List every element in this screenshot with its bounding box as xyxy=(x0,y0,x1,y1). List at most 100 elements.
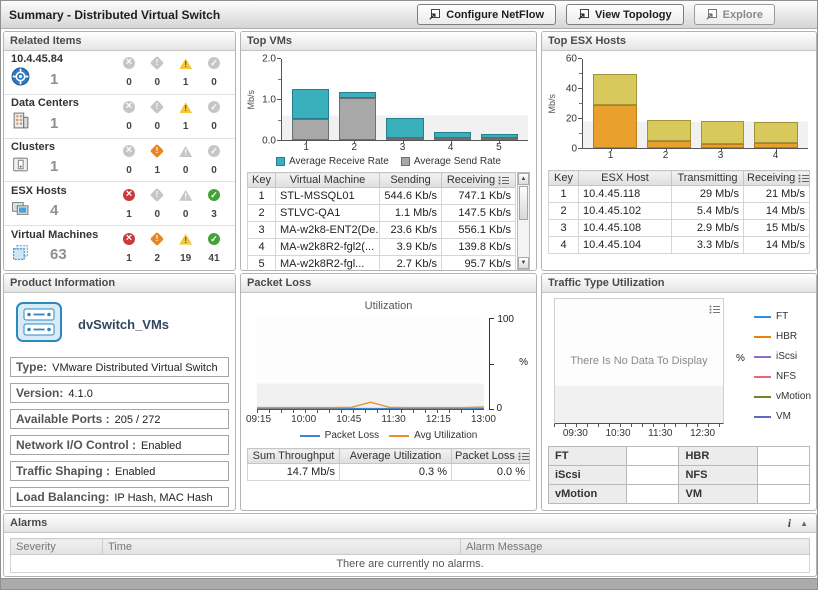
x-tick-label: 2 xyxy=(330,140,378,153)
traffic-type-label: vMotion xyxy=(547,484,628,504)
traffic-type-grid: FT HBR iScsi NFS vMotion VM xyxy=(547,446,811,504)
panel-title: Top ESX Hosts xyxy=(548,35,627,47)
column-header[interactable]: Key xyxy=(247,172,276,188)
status-critical[interactable]: 2 xyxy=(145,231,169,264)
table-row[interactable]: 5 MA-w2k8R2-fgl... 2.7 Kb/s 95.7 Kb/s xyxy=(247,255,516,270)
info-icon[interactable]: i xyxy=(787,515,792,530)
bar-1[interactable] xyxy=(593,59,637,148)
bar-2[interactable] xyxy=(339,59,377,140)
table-row[interactable]: 1 STL-MSSQL01 544.6 Kb/s 747.1 Kb/s xyxy=(247,187,516,205)
legend-item: HBR xyxy=(754,331,811,342)
status-critical[interactable]: 0 xyxy=(145,187,169,220)
related-item-label: Data Centers xyxy=(11,97,79,110)
bar-4[interactable] xyxy=(754,59,798,148)
x-tick-label: 4 xyxy=(748,148,803,161)
bar-segment xyxy=(754,122,798,144)
column-header[interactable]: Virtual Machine xyxy=(275,172,380,188)
status-warning[interactable]: 19 xyxy=(174,232,198,264)
table-row[interactable]: 4 MA-w2k8R2-fgl2(... 3.9 Kb/s 139.8 Kb/s xyxy=(247,238,516,256)
status-normal[interactable]: 0 xyxy=(202,100,226,132)
product-information-panel: Product Information dvSwitch_VMs Type: V… xyxy=(3,273,236,511)
y-axis-label: Mb/s xyxy=(547,94,557,114)
bar-5[interactable] xyxy=(480,59,519,140)
status-critical[interactable]: 0 xyxy=(145,56,169,88)
column-header[interactable]: Severity xyxy=(10,538,103,555)
status-fatal[interactable]: 0 xyxy=(117,56,141,88)
y-tick-label: 40 xyxy=(565,83,577,95)
status-fatal[interactable]: 0 xyxy=(117,144,141,176)
bar-2[interactable] xyxy=(646,59,691,148)
status-normal[interactable]: 0 xyxy=(202,56,226,88)
customizer-icon[interactable] xyxy=(798,174,809,183)
bar-3[interactable] xyxy=(700,59,745,148)
configure-netflow-button[interactable]: Configure NetFlow xyxy=(417,4,557,25)
status-normal[interactable]: 0 xyxy=(202,144,226,176)
legend-item: vMotion xyxy=(754,391,811,402)
table-row[interactable]: 4 10.4.45.104 3.3 Mb/s 14 Mb/s xyxy=(548,236,810,254)
related-item-row[interactable]: Clusters 1 0 1 0 0 xyxy=(4,139,235,183)
customizer-icon[interactable] xyxy=(498,176,510,185)
status-critical[interactable]: 1 xyxy=(145,143,169,176)
column-header[interactable]: Time xyxy=(102,538,461,555)
plot-area xyxy=(257,318,484,410)
column-header[interactable]: Alarm Message xyxy=(460,538,810,555)
status-warning[interactable]: 1 xyxy=(174,100,198,132)
column-header[interactable]: Sum Throughput xyxy=(247,448,340,464)
related-item-row[interactable]: Virtual Machines 63 1 2 19 41 xyxy=(4,226,235,269)
traffic-type-label: NFS xyxy=(678,465,758,485)
bar-segment xyxy=(480,138,519,140)
explore-button[interactable]: Explore xyxy=(693,4,775,25)
table-row[interactable]: 3 10.4.45.108 2.9 Mb/s 15 Mb/s xyxy=(548,219,810,237)
column-header[interactable]: Packet Loss xyxy=(451,448,530,464)
bar-4[interactable] xyxy=(433,59,471,140)
traffic-shaping-field: Traffic Shaping : Enabled xyxy=(10,461,229,481)
alarms-table: Severity Time Alarm Message There are cu… xyxy=(10,538,810,573)
status-count: 3 xyxy=(211,208,217,220)
x-tick-label: 13:00 xyxy=(470,414,496,425)
scroll-down-button[interactable]: ▼ xyxy=(518,257,529,269)
bar-1[interactable] xyxy=(292,59,330,140)
status-critical[interactable]: 0 xyxy=(145,100,169,132)
column-header[interactable]: Transmitting xyxy=(671,170,744,186)
customizer-icon[interactable] xyxy=(518,452,530,461)
status-fatal[interactable]: 0 xyxy=(117,100,141,132)
scrollbar-thumb[interactable] xyxy=(519,186,528,220)
status-warning[interactable]: 1 xyxy=(174,56,198,88)
collapse-icon[interactable]: ▲ xyxy=(800,518,808,528)
related-item-row[interactable]: Data Centers 1 0 0 1 0 xyxy=(4,95,235,139)
status-warning[interactable]: 0 xyxy=(174,188,198,220)
alarms-header-row: Severity Time Alarm Message xyxy=(10,538,810,555)
status-normal[interactable]: 3 xyxy=(202,188,226,220)
column-header[interactable]: Average Utilization xyxy=(339,448,452,464)
view-topology-button[interactable]: View Topology xyxy=(566,4,684,25)
traffic-type-value xyxy=(756,484,811,504)
bar-3[interactable] xyxy=(386,59,424,140)
bar-segment xyxy=(480,134,519,138)
column-header[interactable]: Sending xyxy=(379,172,442,188)
status-count: 1 xyxy=(126,252,132,264)
related-item-count: 4 xyxy=(50,202,59,220)
table-row[interactable]: 1 10.4.45.118 29 Mb/s 21 Mb/s xyxy=(548,185,810,203)
customizer-icon[interactable] xyxy=(709,301,721,319)
column-header[interactable]: ESX Host xyxy=(578,170,672,186)
panel-title: Product Information xyxy=(10,277,116,289)
x-tick-label: 1 xyxy=(282,140,330,153)
table-row[interactable]: 14.7 Mb/s 0.3 % 0.0 % xyxy=(247,463,530,481)
status-warning[interactable]: 0 xyxy=(174,144,198,176)
column-header[interactable]: Receiving xyxy=(441,172,516,188)
status-fatal[interactable]: 1 xyxy=(117,232,141,264)
table-row[interactable]: 3 MA-w2k8-ENT2(De... 23.6 Kb/s 556.1 Kb/s xyxy=(247,221,516,239)
column-header[interactable]: Key xyxy=(548,170,579,186)
related-item-label: Virtual Machines xyxy=(11,228,99,241)
table-row[interactable]: 2 STLVC-QA1 1.1 Mb/s 147.5 Kb/s xyxy=(247,204,516,222)
column-header[interactable]: Receiving xyxy=(743,170,810,186)
table-row[interactable]: 2 10.4.45.102 5.4 Mb/s 14 Mb/s xyxy=(548,202,810,220)
related-item-row[interactable]: 10.4.45.84 1 0 0 1 0 xyxy=(4,51,235,95)
status-normal[interactable]: 41 xyxy=(202,232,226,264)
scrollbar[interactable]: ▲ ▼ xyxy=(517,172,530,270)
scroll-up-button[interactable]: ▲ xyxy=(518,173,529,185)
related-item-row[interactable]: ESX Hosts 4 1 0 0 3 xyxy=(4,182,235,227)
bar-segment xyxy=(593,73,637,105)
status-fatal[interactable]: 1 xyxy=(117,188,141,220)
x-tick-label: 09:30 xyxy=(562,428,588,439)
